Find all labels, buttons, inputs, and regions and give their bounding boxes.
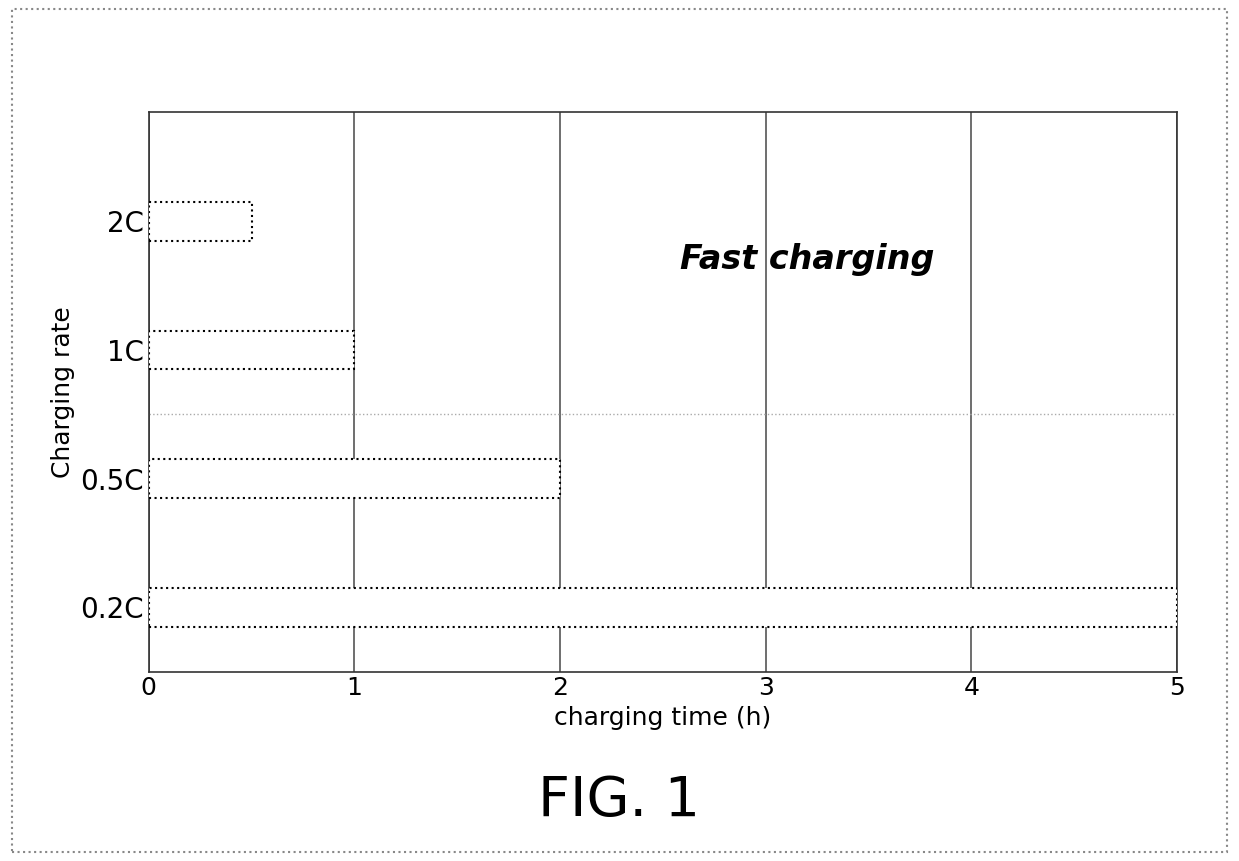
Text: Fast charging: Fast charging — [680, 244, 934, 276]
Text: FIG. 1: FIG. 1 — [539, 774, 700, 827]
Bar — [149, 588, 1177, 627]
Bar — [149, 459, 560, 498]
Y-axis label: Charging rate: Charging rate — [51, 306, 74, 478]
Bar — [149, 202, 252, 240]
Bar — [149, 331, 354, 369]
X-axis label: charging time (h): charging time (h) — [554, 706, 772, 730]
